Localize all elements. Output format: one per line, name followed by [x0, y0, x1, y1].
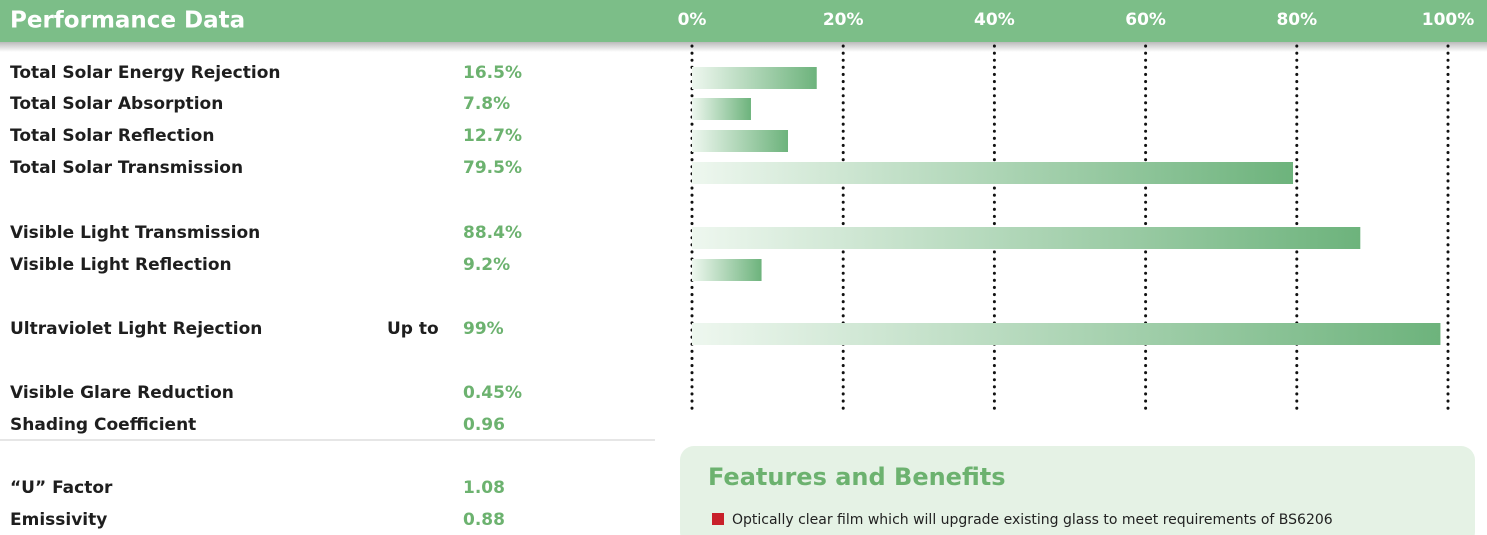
row-value: 1.08	[463, 478, 505, 498]
bar	[692, 259, 762, 281]
bar	[692, 98, 751, 120]
row-label: Shading Coefficient	[10, 415, 196, 435]
bar	[692, 130, 789, 152]
feature-item: Optically clear film which will upgrade …	[732, 512, 1333, 528]
row-label: Visible Light Reflection	[10, 255, 232, 275]
header-bar	[0, 0, 1487, 42]
bar	[692, 162, 1294, 184]
row-value: 88.4%	[463, 223, 522, 243]
row-value: 79.5%	[463, 158, 522, 178]
row-value: 0.96	[463, 415, 505, 435]
row-label: Total Solar Transmission	[10, 158, 243, 178]
value-prefix: Up to	[387, 319, 439, 339]
row-value: 7.8%	[463, 94, 510, 114]
x-tick-label: 40%	[974, 10, 1015, 30]
bar	[692, 323, 1441, 345]
x-tick-label: 0%	[678, 10, 707, 30]
row-label: Total Solar Reflection	[10, 126, 214, 146]
features-title: Features and Benefits	[708, 463, 1006, 491]
row-label: Emissivity	[10, 510, 107, 530]
row-label: Ultraviolet Light Rejection	[10, 319, 262, 339]
row-value: 0.45%	[463, 383, 522, 403]
bullet	[712, 513, 724, 525]
x-tick-label: 80%	[1276, 10, 1317, 30]
row-label: Total Solar Absorption	[10, 94, 223, 114]
x-tick-label: 100%	[1422, 10, 1475, 30]
x-tick-label: 60%	[1125, 10, 1166, 30]
row-value: 9.2%	[463, 255, 510, 275]
header-title: Performance Data	[10, 8, 245, 34]
row-label: Total Solar Energy Rejection	[10, 63, 280, 83]
row-value: 16.5%	[463, 63, 522, 83]
row-value: 12.7%	[463, 126, 522, 146]
row-label: Visible Light Transmission	[10, 223, 260, 243]
bar	[692, 227, 1361, 249]
bar	[692, 67, 817, 89]
row-label: “U” Factor	[10, 478, 113, 498]
row-label: Visible Glare Reduction	[10, 383, 234, 403]
x-tick-label: 20%	[823, 10, 864, 30]
row-value: 0.88	[463, 510, 505, 530]
row-value: 99%	[463, 319, 504, 339]
features-panel	[680, 446, 1475, 535]
header-shadow	[0, 42, 1487, 52]
